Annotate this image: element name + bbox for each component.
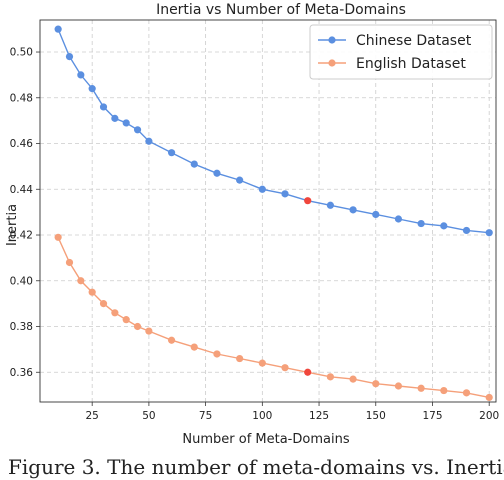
english-dataset-point xyxy=(77,277,85,285)
chinese-dataset-point xyxy=(417,219,425,228)
x-tick-label: 125 xyxy=(309,410,329,422)
legend: Chinese Dataset English Dataset xyxy=(309,24,493,80)
y-axis-label: Inertia xyxy=(5,204,20,246)
english-dataset-point xyxy=(88,288,96,296)
legend-label: Chinese Dataset xyxy=(356,33,472,49)
figure-caption: Figure 3. The number of meta-domains vs.… xyxy=(8,455,504,479)
english-dataset-point xyxy=(133,322,142,331)
english-dataset-point xyxy=(349,375,357,383)
x-tick-label: 25 xyxy=(85,410,98,422)
legend-box xyxy=(309,24,493,80)
chinese-dataset-point xyxy=(236,176,244,184)
chinese-dataset-point xyxy=(326,201,334,209)
chinese-dataset-point xyxy=(462,226,471,235)
english-dataset-series xyxy=(54,233,493,402)
english-dataset-point xyxy=(122,316,130,324)
inertia-chart: Inertia vs Number of Meta-Domains 25 50 75… xyxy=(5,2,499,447)
chinese-dataset-point xyxy=(122,119,130,127)
y-tick-label: 0.40 xyxy=(10,275,33,287)
axes: 25 50 75 100 125 150 175 200 0.36 0.38 0.40 0.42 0.4… xyxy=(10,19,499,422)
chinese-dataset-point xyxy=(167,149,176,157)
legend-item-english-dataset: English Dataset xyxy=(318,56,466,72)
y-tick-label: 0.38 xyxy=(10,321,33,333)
chinese-dataset-point xyxy=(145,137,153,145)
english-dataset-point xyxy=(54,233,62,241)
english-dataset-point xyxy=(145,327,153,335)
chinese-dataset-point xyxy=(77,71,85,79)
x-tick-label: 50 xyxy=(142,410,155,422)
legend-marker xyxy=(328,59,336,67)
english-dataset-point xyxy=(111,309,119,317)
legend-marker xyxy=(328,36,336,44)
english-dataset-point xyxy=(372,380,380,388)
chinese-dataset-point xyxy=(349,206,357,214)
chinese-dataset-point xyxy=(258,185,266,193)
english-dataset-point xyxy=(167,336,176,344)
series-layer xyxy=(54,25,493,402)
plot-frame xyxy=(39,19,497,403)
english-dataset-point xyxy=(326,373,334,381)
english-dataset-point xyxy=(462,389,471,397)
legend-item-chinese-dataset: Chinese Dataset xyxy=(318,33,472,49)
chart-title: Inertia vs Number of Meta-Domains xyxy=(156,2,406,18)
english-dataset-point xyxy=(417,384,425,392)
y-tick-label: 0.42 xyxy=(10,230,33,242)
chinese-dataset-point xyxy=(485,229,493,237)
y-tick-label: 0.36 xyxy=(10,367,34,379)
chinese-dataset-point xyxy=(440,222,448,230)
y-tick-label: 0.44 xyxy=(10,184,34,196)
x-tick-label: 175 xyxy=(422,410,442,422)
english-dataset-highlight-point xyxy=(304,368,312,376)
x-axis-label: Number of Meta-Domains xyxy=(182,432,349,447)
english-dataset-point xyxy=(440,386,448,395)
chinese-dataset-point xyxy=(99,103,108,111)
x-tick-label: 100 xyxy=(252,410,272,422)
y-tick-label: 0.48 xyxy=(10,92,33,104)
chinese-dataset-point xyxy=(111,114,119,122)
chinese-dataset-line xyxy=(57,28,490,234)
y-tick-label: 0.50 xyxy=(10,47,33,59)
english-dataset-line xyxy=(57,237,490,399)
english-dataset-point xyxy=(65,258,74,267)
chinese-dataset-series xyxy=(54,25,493,237)
x-tick-label: 75 xyxy=(199,410,212,422)
x-tick-label: 150 xyxy=(366,410,386,422)
chinese-dataset-point xyxy=(133,126,142,134)
english-dataset-point xyxy=(281,364,289,372)
english-dataset-point xyxy=(213,350,221,358)
english-dataset-point xyxy=(190,343,198,351)
legend-label: English Dataset xyxy=(356,56,466,72)
chinese-dataset-point xyxy=(372,210,380,219)
chinese-dataset-highlight-point xyxy=(304,197,312,205)
y-tick-label: 0.46 xyxy=(10,138,34,150)
chinese-dataset-point xyxy=(281,190,289,198)
chinese-dataset-point xyxy=(88,85,96,93)
chinese-dataset-point xyxy=(213,169,221,177)
english-dataset-point xyxy=(258,359,266,367)
x-tick-label: 200 xyxy=(479,410,499,422)
chinese-dataset-point xyxy=(65,52,74,61)
english-dataset-point xyxy=(236,354,244,363)
english-dataset-point xyxy=(99,300,108,308)
english-dataset-point xyxy=(394,382,403,390)
chinese-dataset-point xyxy=(54,25,62,33)
chinese-dataset-point xyxy=(190,160,198,168)
english-dataset-point xyxy=(485,393,493,402)
chinese-dataset-point xyxy=(394,215,403,223)
